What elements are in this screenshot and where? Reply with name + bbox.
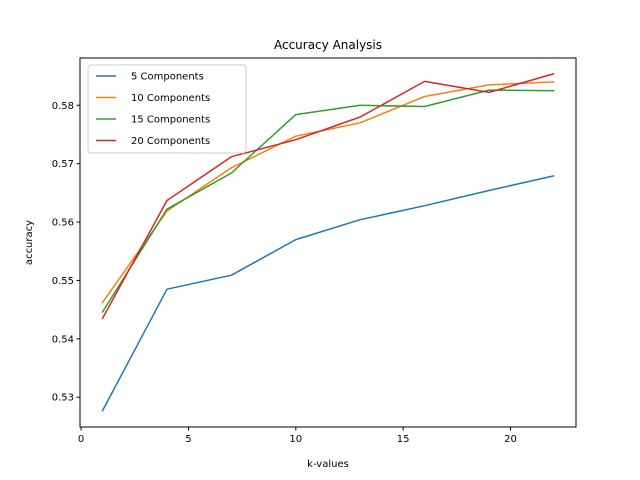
legend-box (87, 64, 247, 154)
y-tick-label: 0.57 (52, 159, 74, 170)
x-tick-label: 10 (289, 434, 302, 445)
legend: 5 Components 10 Components 15 Components 20… (87, 64, 247, 154)
series-line-3 (101, 89, 555, 314)
legend-label: 15 Components (131, 115, 210, 126)
x-tick-label: 0 (78, 434, 84, 445)
series-line-1 (101, 175, 555, 412)
y-tick-label: 0.55 (52, 276, 74, 287)
y-tick-label: 0.53 (52, 393, 74, 404)
x-axis-label: k-values (307, 459, 349, 470)
legend-label: 5 Components (131, 72, 204, 83)
legend-label: 20 Components (131, 136, 210, 147)
x-tick-label: 5 (185, 434, 191, 445)
y-tick-label: 0.56 (52, 218, 74, 229)
series-line-4 (101, 72, 555, 320)
chart-title: Accuracy Analysis (274, 38, 382, 52)
x-tick-label: 15 (397, 434, 410, 445)
y-tick-label: 0.58 (52, 101, 74, 112)
plot-lines (101, 72, 555, 412)
legend-label: 10 Components (131, 93, 210, 104)
x-tick-label: 20 (504, 434, 517, 445)
x-axis-ticks: 0 5 10 15 20 (78, 427, 517, 445)
plot-frame (79, 57, 577, 428)
y-axis-label: accuracy (24, 220, 35, 265)
y-axis-ticks: 0.53 0.54 0.55 0.56 0.57 0.58 (52, 101, 80, 404)
y-tick-label: 0.54 (52, 334, 74, 345)
